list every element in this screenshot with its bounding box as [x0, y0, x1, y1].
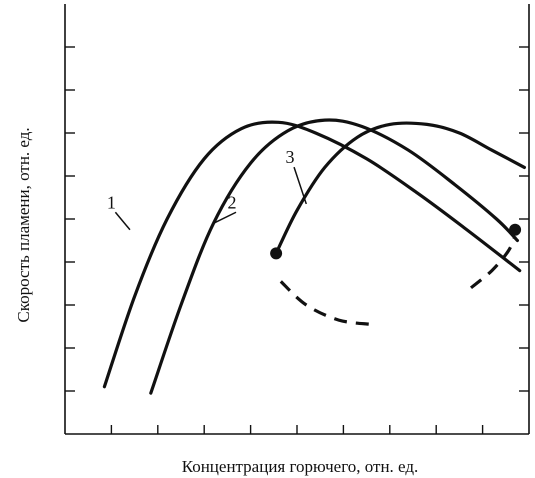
series-marker-2-2 — [509, 223, 522, 236]
curve-leader-1 — [114, 211, 131, 231]
curve-leader-2 — [213, 211, 237, 224]
series-line-1 — [102, 120, 522, 389]
series-line-3 — [274, 121, 526, 255]
markers-group — [270, 223, 522, 260]
plot-frame-group — [64, 4, 530, 435]
series-marker-3-1 — [270, 247, 283, 260]
curve-label-2: 2 — [228, 192, 237, 212]
x-axis-label: Концентрация горючего, отн. ед. — [182, 457, 419, 476]
y-axis-label: Скорость пламени, отн. ед. — [14, 127, 33, 322]
series-line-2 — [149, 118, 519, 395]
annotations-group: 1 2 3 — [107, 147, 307, 231]
tick-marks-group — [65, 46, 529, 434]
series-line-2-lower-branch — [469, 235, 517, 290]
curve-label-3: 3 — [286, 147, 295, 167]
series-group — [102, 118, 526, 395]
curve-label-1: 1 — [107, 192, 116, 212]
series-line-3-lower-branch — [279, 280, 372, 326]
curve-leader-3 — [293, 166, 307, 205]
